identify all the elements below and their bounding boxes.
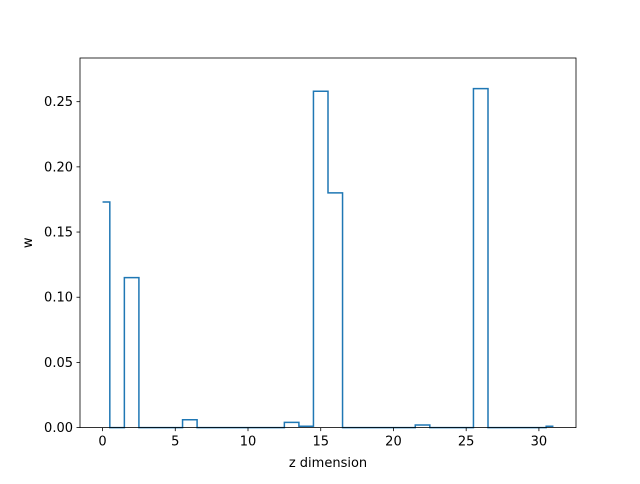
y-tick-label: 0.20 [44,160,73,175]
x-tick-label: 15 [312,435,329,450]
y-axis-label: w [21,237,36,248]
x-axis-label: z dimension [289,456,367,471]
y-tick-label: 0.00 [44,421,73,436]
x-axis-ticks: 0 5 10 15 20 25 30 [98,427,548,450]
x-tick-label: 30 [531,435,548,450]
x-tick-label: 20 [385,435,402,450]
x-tick-label: 5 [171,435,179,450]
y-axis-ticks: 0.00 0.05 0.10 0.15 0.20 0.25 [44,95,80,436]
x-tick-label: 0 [98,435,106,450]
axes-frame [79,57,577,429]
y-tick-label: 0.05 [44,356,73,371]
y-tick-label: 0.25 [44,95,73,110]
x-tick-label: 25 [458,435,475,450]
x-tick-label: 10 [240,435,257,450]
y-tick-label: 0.10 [44,291,73,306]
y-tick-label: 0.15 [44,226,73,241]
